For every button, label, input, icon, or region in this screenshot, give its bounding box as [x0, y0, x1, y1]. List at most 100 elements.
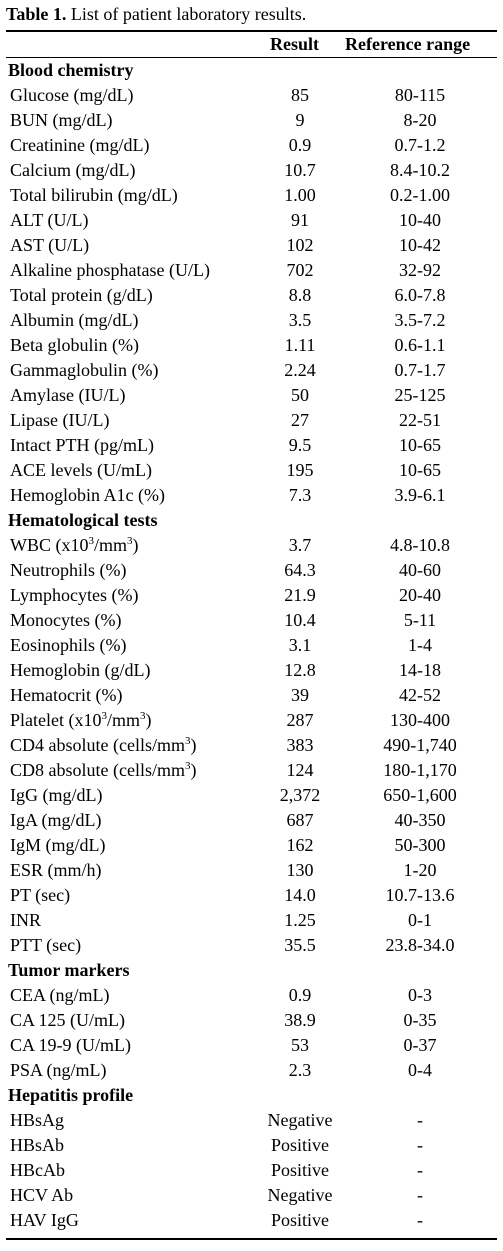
test-name-part: ) [145, 710, 152, 730]
test-name-part: CD4 absolute (cells/mm [10, 735, 185, 755]
exponent: 3 [184, 760, 191, 772]
table-row: Total bilirubin (mg/dL) 1.00 0.2-1.00 [0, 183, 503, 208]
test-name: Creatinine (mg/dL) [10, 135, 150, 155]
result-value: 0.9 [288, 985, 312, 1005]
reference-range-value: 25-125 [394, 385, 446, 405]
reference-range-value: 23.8-34.0 [385, 935, 455, 955]
result-value: 35.5 [284, 935, 316, 955]
section-header-row: Hematological tests [0, 508, 503, 533]
result-value: 3.1 [288, 635, 312, 655]
test-name-part: ) [190, 760, 197, 780]
table-row: Neutrophils (%) 64.3 40-60 [0, 558, 503, 583]
test-name-part: CD8 absolute (cells/mm [10, 760, 185, 780]
test-name: Amylase (IU/L) [10, 385, 126, 405]
test-name: Monocytes (%) [10, 610, 122, 630]
table-row: Total protein (g/dL) 8.8 6.0-7.8 [0, 283, 503, 308]
result-value: 91 [291, 210, 309, 230]
table-row: HBcAb Positive - [0, 1158, 503, 1183]
result-value: 162 [286, 835, 314, 855]
result-value: 64.3 [284, 560, 316, 580]
test-name: ESR (mm/h) [10, 860, 102, 880]
test-name: Total bilirubin (mg/dL) [10, 185, 178, 205]
reference-range-value: 8-20 [403, 110, 437, 130]
table-row: Eosinophils (%) 3.1 1-4 [0, 633, 503, 658]
reference-range-value: 5-11 [403, 610, 437, 630]
result-value: 38.9 [284, 1010, 316, 1030]
test-name: Platelet (x103/mm3) [10, 708, 152, 733]
test-name-part: ) [132, 535, 139, 555]
result-value: Negative [267, 1185, 333, 1205]
section-title: Blood chemistry [8, 60, 134, 80]
reference-range-value: 3.5-7.2 [394, 310, 446, 330]
test-name: Hemoglobin A1c (%) [10, 485, 165, 505]
test-name: IgG (mg/dL) [10, 785, 103, 805]
test-name-part: WBC (x10 [10, 535, 89, 555]
test-name: AST (U/L) [10, 235, 90, 255]
table-row: PSA (ng/mL) 2.3 0-4 [0, 1058, 503, 1083]
result-value: 1.00 [284, 185, 316, 205]
section-title: Hematological tests [8, 510, 158, 530]
table-row: CEA (ng/mL) 0.9 0-3 [0, 983, 503, 1008]
result-value: 195 [286, 460, 314, 480]
reference-range-value: 0-35 [403, 1010, 437, 1030]
reference-range-value: 10-65 [399, 460, 441, 480]
table-row: Gammaglobulin (%) 2.24 0.7-1.7 [0, 358, 503, 383]
reference-range-value: 1-20 [403, 860, 437, 880]
table-row: Amylase (IU/L) 50 25-125 [0, 383, 503, 408]
table-row: Hematocrit (%) 39 42-52 [0, 683, 503, 708]
reference-range-value: 4.8-10.8 [390, 535, 450, 555]
reference-range-value: 32-92 [399, 260, 441, 280]
reference-range-value: 180-1,170 [383, 760, 457, 780]
reference-range-value: 8.4-10.2 [390, 160, 450, 180]
exponent: 3 [88, 535, 95, 547]
table-row: INR 1.25 0-1 [0, 908, 503, 933]
test-name: Hematocrit (%) [10, 685, 123, 705]
result-value: 702 [286, 260, 314, 280]
table-row: BUN (mg/dL) 9 8-20 [0, 108, 503, 133]
test-name-part: /mm [94, 535, 128, 555]
test-name: IgM (mg/dL) [10, 835, 106, 855]
table-row: ACE levels (U/mL) 195 10-65 [0, 458, 503, 483]
table-body: Blood chemistry Glucose (mg/dL) 85 80-115 BU… [0, 58, 503, 1233]
table-row: Hemoglobin A1c (%) 7.3 3.9-6.1 [0, 483, 503, 508]
test-name: INR [10, 910, 41, 930]
result-value: 2.3 [288, 1060, 312, 1080]
table-row: PTT (sec) 35.5 23.8-34.0 [0, 933, 503, 958]
table-row: ESR (mm/h) 130 1-20 [0, 858, 503, 883]
table-row: Lipase (IU/L) 27 22-51 [0, 408, 503, 433]
result-value: 7.3 [288, 485, 312, 505]
test-name: HBsAb [10, 1135, 65, 1155]
result-value: 50 [291, 385, 309, 405]
table-row: Glucose (mg/dL) 85 80-115 [0, 83, 503, 108]
result-value: 85 [291, 85, 309, 105]
table-row: CA 125 (U/mL) 38.9 0-35 [0, 1008, 503, 1033]
section-title: Tumor markers [8, 960, 130, 980]
result-value: 687 [286, 810, 314, 830]
table-row: Calcium (mg/dL) 10.7 8.4-10.2 [0, 158, 503, 183]
result-value: 102 [286, 235, 314, 255]
test-name: HBsAg [10, 1110, 65, 1130]
test-name: HCV Ab [10, 1185, 74, 1205]
test-name: Lipase (IU/L) [10, 410, 110, 430]
test-name-part: /mm [106, 710, 140, 730]
table-title: List of patient laboratory results. [66, 4, 307, 24]
result-value: Positive [270, 1135, 330, 1155]
reference-range-value: 0.7-1.2 [394, 135, 446, 155]
test-name: HBcAb [10, 1160, 65, 1180]
reference-range-value: 40-350 [394, 810, 446, 830]
test-name: CEA (ng/mL) [10, 985, 110, 1005]
reference-range-value: 0-37 [403, 1035, 437, 1055]
reference-range-value: - [417, 1110, 423, 1130]
test-name: Eosinophils (%) [10, 635, 127, 655]
result-value: 10.7 [284, 160, 316, 180]
reference-range-value: 10.7-13.6 [385, 885, 455, 905]
result-value: 0.9 [288, 135, 312, 155]
reference-range-value: 20-40 [399, 585, 441, 605]
reference-range-value: - [417, 1210, 423, 1230]
test-name: Albumin (mg/dL) [10, 310, 139, 330]
test-name: Lymphocytes (%) [10, 585, 139, 605]
table-row: CD8 absolute (cells/mm3) 124 180-1,170 [0, 758, 503, 783]
table-label: Table 1. [6, 4, 67, 24]
result-value: 3.7 [288, 535, 312, 555]
test-name: Calcium (mg/dL) [10, 160, 136, 180]
